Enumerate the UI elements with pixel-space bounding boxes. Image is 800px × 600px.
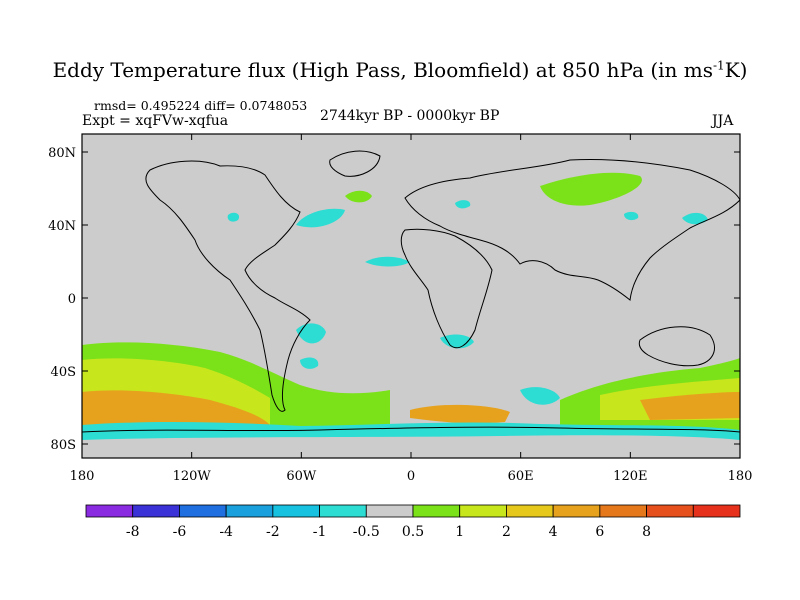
flux-region	[540, 172, 642, 206]
colorbar-label: 8	[642, 524, 651, 540]
x-tick-label: 180	[728, 469, 753, 484]
colorbar-swatch	[132, 504, 180, 518]
title-main: Eddy Temperature flux (High Pass, Bloomf…	[52, 58, 713, 82]
colorbar-swatch	[692, 504, 741, 518]
colorbar-swatch	[412, 504, 461, 518]
map-field	[82, 134, 740, 458]
colorbar-swatch	[365, 504, 414, 518]
colorbar-label: 2	[502, 524, 511, 540]
season-label: JJA	[712, 113, 734, 129]
flux-region	[365, 256, 410, 267]
colorbar-swatch	[272, 504, 320, 518]
period-label: 2744kyr BP - 0000kyr BP	[320, 108, 500, 124]
colorbar-label: 6	[595, 524, 604, 540]
flux-region	[82, 435, 740, 458]
y-tick-label: 0	[68, 292, 76, 307]
colorbar-label: -0.5	[353, 524, 380, 540]
colorbar-swatch	[506, 504, 554, 518]
flux-region	[345, 190, 372, 203]
colorbar: -8 -6 -4 -2 -1 -0.5 0.5 1 2 4 6 8	[85, 504, 741, 540]
x-tick-label: 180	[70, 469, 95, 484]
y-tick-label: 40N	[48, 219, 76, 234]
flux-region	[624, 211, 639, 221]
flux-region	[410, 404, 510, 424]
coastlines	[82, 150, 740, 433]
map-title: Eddy Temperature flux (High Pass, Bloomf…	[0, 58, 800, 82]
flux-region	[682, 212, 708, 225]
y-tick-label: 40S	[51, 365, 76, 380]
colorbar-swatch	[319, 504, 367, 518]
flux-region	[227, 212, 240, 222]
stats-text: rmsd= 0.495224 diff= 0.0748053	[94, 98, 308, 113]
title-end: K)	[724, 58, 748, 82]
title-superscript: -1	[712, 58, 725, 73]
flux-region	[440, 334, 474, 349]
colorbar-label: -8	[126, 524, 140, 540]
flux-region	[296, 323, 326, 344]
flux-region	[300, 357, 319, 369]
colorbar-label: 1	[455, 524, 464, 540]
x-tick-label: 60W	[286, 469, 317, 484]
colorbar-swatch	[459, 504, 507, 518]
x-tick-label: 120E	[613, 469, 647, 484]
x-tick-label: 120W	[173, 469, 212, 484]
colorbar-swatch	[179, 504, 227, 518]
flux-region	[296, 208, 345, 228]
colorbar-swatch	[646, 504, 694, 518]
axis-ticks: 80N 40N 0 40S 80S 180 120W 60W 0 60E 120E 180	[48, 134, 752, 484]
colorbar-swatch	[552, 504, 601, 518]
flux-region	[520, 387, 560, 405]
colorbar-label: 4	[549, 524, 558, 540]
colorbar-swatch	[85, 504, 134, 518]
y-tick-label: 80S	[51, 438, 76, 453]
y-tick-label: 80N	[48, 146, 76, 161]
colorbar-swatch	[225, 504, 274, 518]
colorbar-label: -2	[266, 524, 280, 540]
colorbar-label: 0.5	[402, 524, 424, 540]
colorbar-label: -6	[173, 524, 187, 540]
colorbar-swatch	[599, 504, 647, 518]
colorbar-label: -1	[313, 524, 327, 540]
x-tick-label: 0	[407, 469, 415, 484]
flux-region	[640, 392, 740, 420]
flux-region	[455, 200, 471, 209]
experiment-label: Expt = xqFVw-xqfua	[82, 113, 229, 129]
colorbar-label: -4	[219, 524, 233, 540]
x-tick-label: 60E	[508, 469, 534, 484]
